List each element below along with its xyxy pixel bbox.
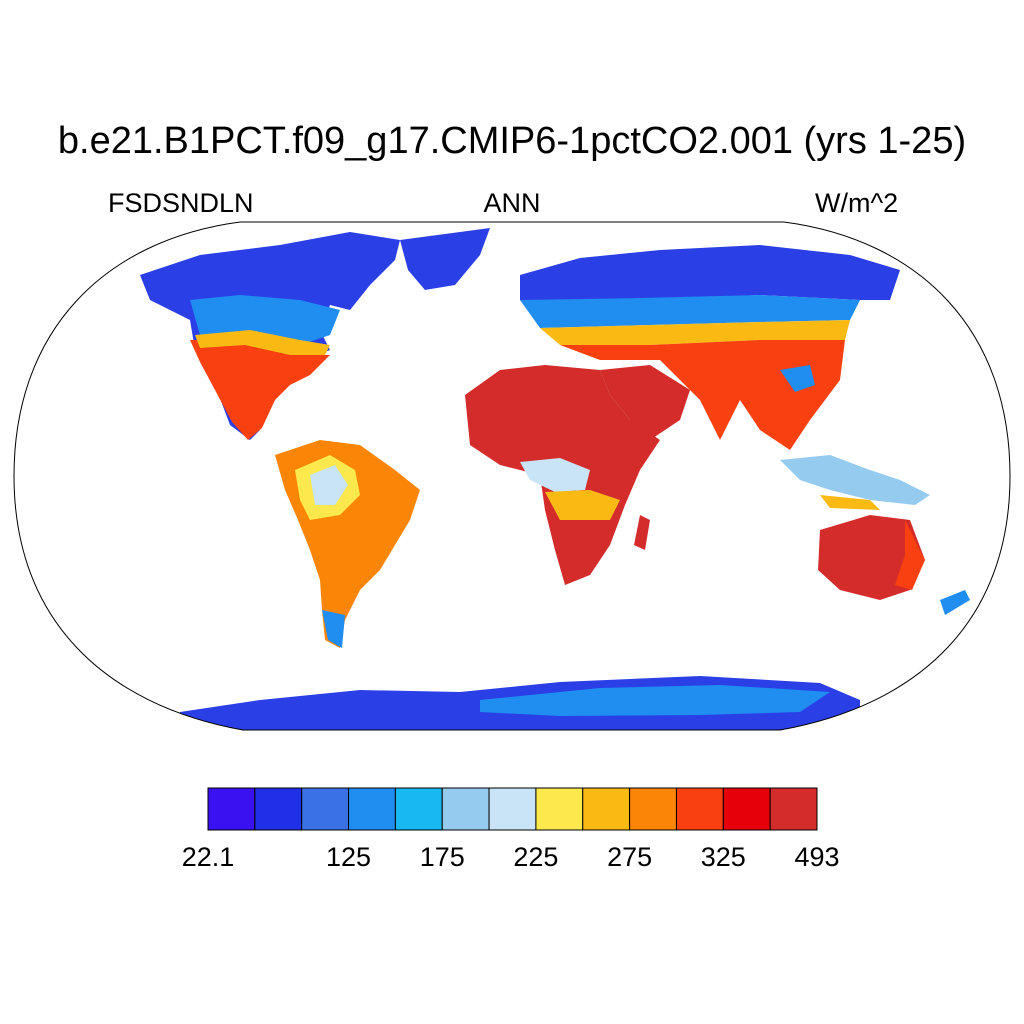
colorbar-swatch xyxy=(722,787,771,831)
colorbar-swatch xyxy=(535,787,584,831)
colorbar-tick-label: 225 xyxy=(513,842,559,872)
colorbar-swatch xyxy=(254,787,303,831)
north-america-yellow-band xyxy=(195,330,330,355)
eurasia-midlat xyxy=(520,295,860,328)
eurasia-north xyxy=(520,245,900,305)
colorbar-tick-label: 325 xyxy=(700,842,746,872)
greenland-landmass xyxy=(400,228,490,290)
south-america-amazon-core xyxy=(310,465,348,505)
colorbar-tick-label: 493 xyxy=(794,842,840,872)
colorbar-swatch xyxy=(488,787,537,831)
eurasia-south xyxy=(560,340,845,450)
map-border xyxy=(13,221,1011,731)
colorbar-tick-label: 22.1 xyxy=(181,842,235,872)
colorbar-tick-label: 175 xyxy=(419,842,465,872)
north-america-south xyxy=(190,340,330,440)
colorbar-swatch xyxy=(301,787,350,831)
land-field xyxy=(140,228,970,730)
colorbar-tick-label: 275 xyxy=(607,842,653,872)
indonesia-islands xyxy=(820,495,880,510)
maritime-continent xyxy=(780,455,930,505)
plot-title: b.e21.B1PCT.f09_g17.CMIP6-1pctCO2.001 (y… xyxy=(57,120,967,162)
colorbar-swatch xyxy=(207,787,256,831)
eurasia-yellow-band xyxy=(540,320,850,345)
units-label: W/m^2 xyxy=(815,188,899,218)
tibet-plateau xyxy=(780,365,815,392)
africa-south-band xyxy=(545,490,620,520)
colorbar-swatch xyxy=(629,787,677,831)
colorbar-swatch xyxy=(441,787,490,831)
season-label: ANN xyxy=(483,188,541,218)
south-america-tip xyxy=(322,610,345,648)
colorbar-swatch xyxy=(348,787,396,831)
colorbar xyxy=(207,787,818,831)
antarctica-interior xyxy=(480,685,830,716)
colorbar-tick-label: 125 xyxy=(326,842,372,872)
colorbar-swatch xyxy=(769,787,818,831)
variable-label: FSDSNDLN xyxy=(108,188,254,218)
new-zealand xyxy=(940,590,970,615)
colorbar-swatch xyxy=(675,787,724,831)
australia-coast xyxy=(895,520,925,590)
colorbar-swatch xyxy=(582,787,631,831)
colorbar-swatch xyxy=(394,787,443,831)
madagascar xyxy=(634,515,650,550)
arabia-landmass xyxy=(600,365,690,440)
africa-equatorial xyxy=(520,458,590,492)
